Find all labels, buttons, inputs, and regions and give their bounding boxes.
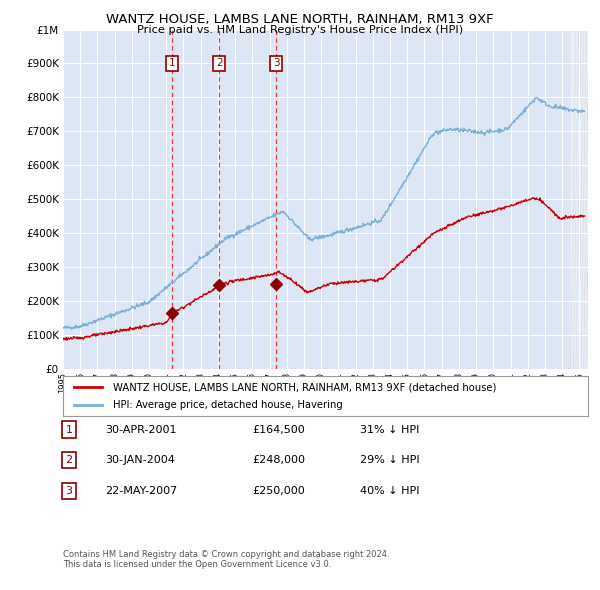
Text: Contains HM Land Registry data © Crown copyright and database right 2024.: Contains HM Land Registry data © Crown c… xyxy=(63,550,389,559)
Text: 22-MAY-2007: 22-MAY-2007 xyxy=(105,486,177,496)
Text: 29% ↓ HPI: 29% ↓ HPI xyxy=(360,455,419,465)
Text: 30-JAN-2004: 30-JAN-2004 xyxy=(105,455,175,465)
Text: This data is licensed under the Open Government Licence v3.0.: This data is licensed under the Open Gov… xyxy=(63,560,331,569)
Text: 30-APR-2001: 30-APR-2001 xyxy=(105,425,176,434)
Text: 1: 1 xyxy=(65,425,73,434)
Text: £248,000: £248,000 xyxy=(252,455,305,465)
Text: 2: 2 xyxy=(216,58,223,68)
Text: 3: 3 xyxy=(65,486,73,496)
Text: 2: 2 xyxy=(65,455,73,465)
Text: 40% ↓ HPI: 40% ↓ HPI xyxy=(360,486,419,496)
Text: 1: 1 xyxy=(169,58,175,68)
Text: 3: 3 xyxy=(273,58,280,68)
Text: £250,000: £250,000 xyxy=(252,486,305,496)
Text: WANTZ HOUSE, LAMBS LANE NORTH, RAINHAM, RM13 9XF (detached house): WANTZ HOUSE, LAMBS LANE NORTH, RAINHAM, … xyxy=(113,382,496,392)
Text: WANTZ HOUSE, LAMBS LANE NORTH, RAINHAM, RM13 9XF: WANTZ HOUSE, LAMBS LANE NORTH, RAINHAM, … xyxy=(106,13,494,26)
Text: 31% ↓ HPI: 31% ↓ HPI xyxy=(360,425,419,434)
Text: HPI: Average price, detached house, Havering: HPI: Average price, detached house, Have… xyxy=(113,399,343,409)
Text: £164,500: £164,500 xyxy=(252,425,305,434)
Text: Price paid vs. HM Land Registry's House Price Index (HPI): Price paid vs. HM Land Registry's House … xyxy=(137,25,463,35)
